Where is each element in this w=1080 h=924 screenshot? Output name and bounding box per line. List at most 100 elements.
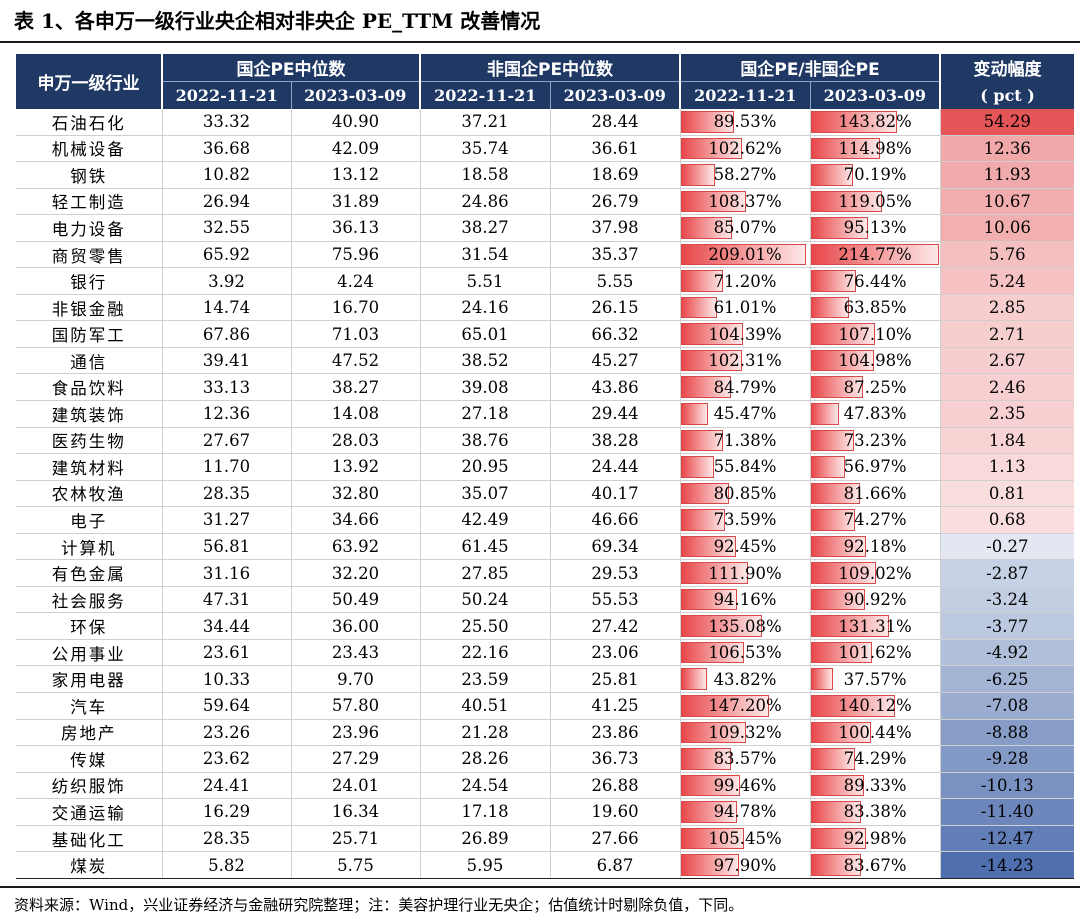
- ratio-2022: 83.57%: [679, 745, 811, 773]
- ratio-2022-bar: [681, 509, 725, 531]
- ratio-2023: 83.38%: [809, 798, 941, 826]
- industry-name: 电力设备: [16, 214, 162, 242]
- non-soe-pe-2023: 23.06: [549, 639, 681, 667]
- ratio-2023-value: 87.25%: [843, 377, 907, 397]
- change-pct: 0.81: [939, 480, 1075, 508]
- soe-pe-2023: 28.03: [290, 427, 421, 455]
- soe-pe-2022: 39.41: [161, 347, 291, 375]
- ratio-2023-value: 83.38%: [843, 802, 907, 822]
- non-soe-pe-2023: 27.42: [549, 612, 681, 640]
- industry-name: 汽车: [16, 692, 162, 720]
- non-soe-pe-2022: 38.52: [419, 347, 551, 375]
- industry-name: 环保: [16, 612, 162, 640]
- ratio-2022-bar: [681, 403, 708, 425]
- change-pct: 54.29: [939, 109, 1075, 136]
- ratio-2023-bar: [811, 323, 875, 345]
- ratio-2023-bar: [811, 801, 861, 823]
- industry-name: 有色金属: [16, 559, 162, 587]
- non-soe-pe-2023: 46.66: [549, 506, 681, 534]
- ratio-2023: 73.23%: [809, 427, 941, 455]
- ratio-2022-value: 61.01%: [713, 298, 777, 318]
- industry-name: 电子: [16, 506, 162, 534]
- soe-pe-2023: 38.27: [290, 373, 421, 402]
- non-soe-pe-2023: 26.88: [549, 772, 681, 800]
- ratio-2022: 80.85%: [679, 480, 811, 508]
- table-row: 通信 39.41 47.52 38.52 45.27 102.31% 104.98% 2.67: [16, 347, 1075, 375]
- ratio-2023: 92.98%: [809, 825, 941, 853]
- table-row: 基础化工 28.35 25.71 26.89 27.66 105.45% 92.98% -12…: [16, 825, 1075, 853]
- ratio-2022: 89.53%: [679, 109, 811, 136]
- ratio-2022: 58.27%: [679, 161, 811, 189]
- header-date-2: 2023-03-09: [290, 81, 421, 109]
- ratio-2023: 81.66%: [809, 480, 941, 508]
- ratio-2022-bar: [681, 190, 746, 213]
- non-soe-pe-2023: 5.55: [549, 267, 681, 295]
- ratio-2023-value: 76.44%: [843, 271, 907, 291]
- ratio-2022: 43.82%: [679, 665, 811, 694]
- ratio-2023: 83.67%: [809, 851, 941, 879]
- soe-pe-2022: 12.36: [161, 400, 291, 428]
- ratio-2022: 147.20%: [679, 692, 811, 720]
- ratio-2023: 104.98%: [809, 347, 941, 375]
- ratio-2023-bar: [811, 748, 856, 770]
- footer-rule: [0, 886, 1080, 888]
- ratio-2022: 61.01%: [679, 294, 811, 322]
- ratio-2023-value: 47.83%: [843, 404, 907, 424]
- ratio-2022: 94.78%: [679, 798, 811, 826]
- ratio-2023: 214.77%: [809, 241, 941, 269]
- ratio-2022-value: 43.82%: [713, 669, 777, 689]
- industry-name: 银行: [16, 267, 162, 295]
- ratio-2023-value: 100.44%: [838, 722, 912, 742]
- ratio-2023-value: 83.67%: [843, 855, 907, 875]
- header-date-3: 2022-11-21: [419, 81, 551, 109]
- soe-pe-2022: 27.67: [161, 427, 291, 455]
- non-soe-pe-2023: 26.15: [549, 294, 681, 322]
- non-soe-pe-2022: 42.49: [419, 506, 551, 534]
- change-pct: 5.76: [939, 241, 1075, 269]
- soe-pe-2023: 4.24: [290, 267, 421, 295]
- ratio-2023-bar: [811, 562, 876, 584]
- ratio-2022-value: 71.20%: [713, 271, 777, 291]
- ratio-2023-value: 119.05%: [838, 191, 912, 211]
- non-soe-pe-2023: 45.27: [549, 347, 681, 375]
- soe-pe-2022: 23.26: [161, 719, 291, 747]
- ratio-2023-bar: [811, 456, 845, 478]
- ratio-2023-bar: [811, 164, 853, 186]
- change-pct: 2.85: [939, 294, 1075, 322]
- industry-name: 非银金融: [16, 294, 162, 322]
- non-soe-pe-2022: 40.51: [419, 692, 551, 720]
- non-soe-pe-2023: 69.34: [549, 533, 681, 561]
- header-date-6: 2023-03-09: [809, 81, 941, 109]
- industry-name: 国防军工: [16, 320, 162, 348]
- ratio-2023: 107.10%: [809, 320, 941, 348]
- ratio-2022-bar: [681, 827, 744, 850]
- source-note: 资料来源：Wind，兴业证券经济与金融研究院整理；注：美容护理行业无央企；估值统…: [14, 896, 744, 914]
- non-soe-pe-2023: 36.61: [549, 135, 681, 163]
- ratio-2022-value: 58.27%: [713, 165, 777, 185]
- change-pct: 2.67: [939, 347, 1075, 375]
- ratio-2023-value: 104.98%: [838, 351, 912, 371]
- ratio-2023: 109.02%: [809, 559, 941, 587]
- table-row: 商贸零售 65.92 75.96 31.54 35.37 209.01% 214.77% 5.…: [16, 241, 1075, 269]
- soe-pe-2023: 5.75: [290, 851, 421, 879]
- ratio-2023-bar: [811, 588, 866, 611]
- non-soe-pe-2023: 41.25: [549, 692, 681, 720]
- ratio-2023: 76.44%: [809, 267, 941, 295]
- soe-pe-2023: 36.13: [290, 214, 421, 242]
- ratio-2023: 70.19%: [809, 161, 941, 189]
- non-soe-pe-2022: 23.59: [419, 665, 551, 694]
- soe-pe-2023: 9.70: [290, 665, 421, 694]
- industry-name: 交通运输: [16, 798, 162, 826]
- ratio-2022-value: 84.79%: [713, 377, 777, 397]
- non-soe-pe-2022: 24.86: [419, 188, 551, 216]
- soe-pe-2022: 36.68: [161, 135, 291, 163]
- soe-pe-2022: 33.13: [161, 373, 291, 402]
- soe-pe-2023: 71.03: [290, 320, 421, 348]
- ratio-2023: 143.82%: [809, 109, 941, 136]
- ratio-2023-value: 214.77%: [838, 245, 912, 264]
- ratio-2022: 45.47%: [679, 400, 811, 428]
- header-pe-ratio: 国企PE/非国企PE: [679, 54, 941, 82]
- ratio-2023-value: 95.13%: [843, 218, 907, 238]
- ratio-2023-bar: [811, 296, 849, 319]
- industry-name: 建筑材料: [16, 453, 162, 481]
